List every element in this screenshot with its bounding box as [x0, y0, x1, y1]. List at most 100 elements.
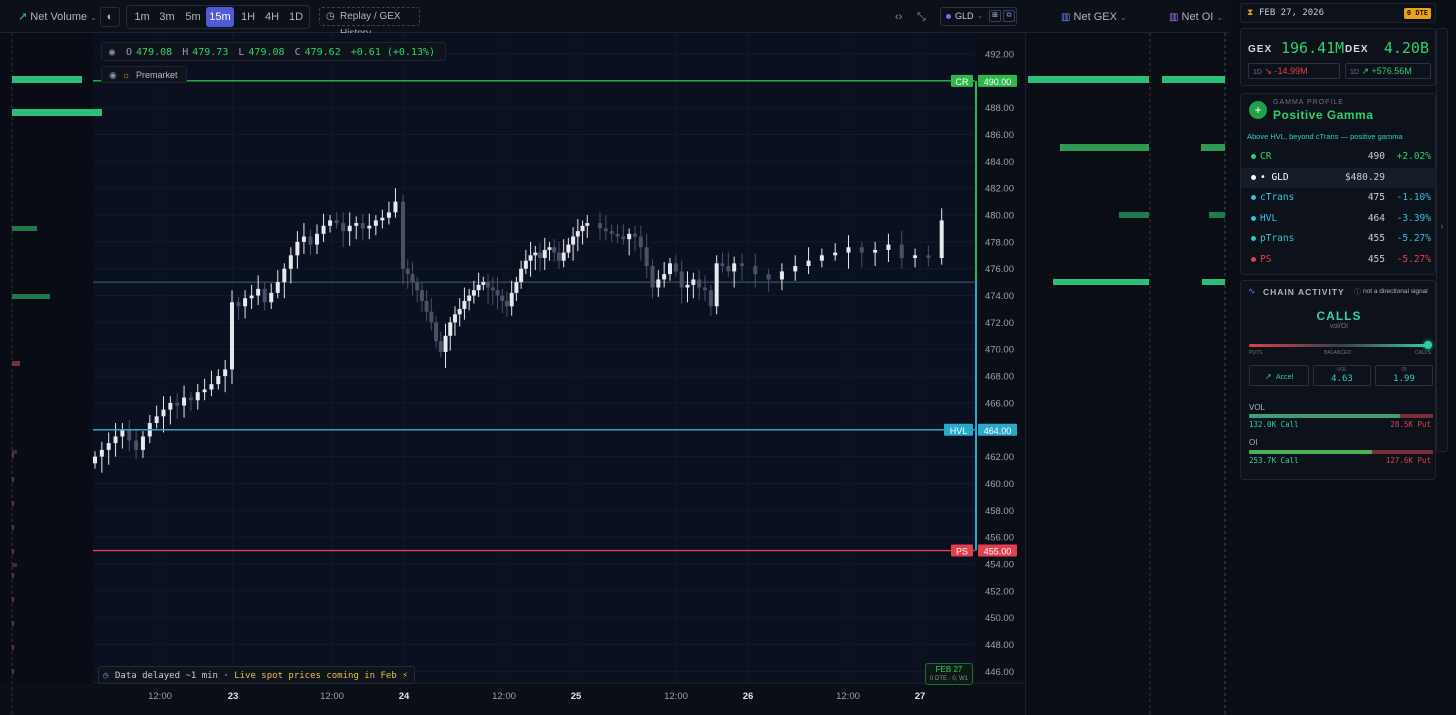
- candle-body: [334, 220, 339, 224]
- slider-puts-label: PUTS: [1249, 350, 1263, 356]
- level-tag-text: CR: [956, 77, 969, 87]
- chevron-down-icon: ⌄: [1119, 13, 1127, 22]
- timeframe-4h[interactable]: 4H: [264, 11, 280, 23]
- candle-body: [779, 271, 784, 280]
- candle-body: [939, 220, 944, 258]
- candle-body: [308, 236, 313, 245]
- candle-body: [609, 231, 614, 234]
- copy-icon[interactable]: ⧉: [1003, 10, 1015, 22]
- left-profile-tick: [12, 549, 14, 554]
- y-tick-label: 484.00: [985, 157, 1014, 168]
- vol-call-value: 132.0K Call: [1249, 420, 1299, 429]
- activity-icon: ∿: [1248, 286, 1256, 296]
- level-row-cr[interactable]: CR 490 +2.02%: [1241, 147, 1437, 167]
- left-profile-tick: [12, 477, 14, 482]
- candle-body: [275, 282, 280, 293]
- timeframe-5m[interactable]: 5m: [185, 11, 201, 23]
- expiry-date-bar: ⧗ FEB 27, 2026 0 DTE: [1240, 3, 1436, 23]
- candle-body: [732, 263, 737, 272]
- candle-body: [627, 233, 632, 240]
- low-value: 479.08: [248, 47, 285, 58]
- top-toolbar: ↗ Net Volume ⌄ ◐ 1m 3m 5m 15m 1H 4H 1D ◷…: [0, 0, 1230, 39]
- candle-body: [519, 268, 524, 283]
- y-tick-label: 476.00: [985, 264, 1014, 275]
- live-prices-text: Live spot prices coming in Feb ⚡: [234, 671, 408, 681]
- level-row-gld[interactable]: • GLD $480.29: [1241, 167, 1437, 188]
- timeframe-1d[interactable]: 1D: [288, 11, 304, 23]
- candle-body: [262, 288, 267, 303]
- candle-body: [347, 225, 352, 232]
- timeframe-3m[interactable]: 3m: [159, 11, 175, 23]
- premarket-label: Premarket: [136, 70, 178, 80]
- panel-collapse-handle[interactable]: ›: [1436, 28, 1448, 452]
- palette-icon-button[interactable]: ◐: [100, 7, 120, 27]
- y-tick-label: 470.00: [985, 345, 1014, 356]
- dex-change-value: +576.56M: [1371, 66, 1412, 76]
- gamma-profile-title: GAMMA PROFILE: [1273, 99, 1344, 106]
- vol-ratio-box: VOL 4.63: [1313, 365, 1371, 386]
- candle-body: [793, 266, 798, 272]
- candle-body: [288, 255, 293, 269]
- gex-profile-bar: [1053, 279, 1149, 285]
- candle-body: [99, 449, 104, 457]
- code-icon[interactable]: ‹›: [895, 11, 903, 23]
- price-chart[interactable]: 492.00 490.00 488.00 486.00 484.00 482.00 480.…: [0, 33, 1025, 715]
- slider-knob: [1424, 341, 1432, 349]
- eye-icon[interactable]: ◉: [109, 47, 116, 58]
- candle-body: [899, 244, 904, 258]
- expiry-date: FEB 27, 2026: [1259, 8, 1325, 18]
- candle-body: [175, 402, 180, 406]
- chart-canvas[interactable]: 492.00 490.00 488.00 486.00 484.00 482.00 480.…: [0, 33, 1025, 715]
- candle-body: [585, 223, 590, 226]
- candle-body: [223, 369, 228, 377]
- layout-icon[interactable]: ⊞: [989, 10, 1001, 22]
- timeframe-1m[interactable]: 1m: [134, 11, 150, 23]
- collapse-icon[interactable]: ⤡: [917, 11, 926, 23]
- net-oi-dropdown[interactable]: ▥ Net OI ⌄: [1169, 7, 1223, 27]
- candle-body: [134, 440, 139, 450]
- candle-body: [452, 314, 457, 323]
- level-row-ctrans[interactable]: cTrans 475 -1.10%: [1241, 188, 1437, 208]
- gex-value: 196.41M: [1281, 39, 1345, 57]
- level-dot-icon: [1251, 154, 1256, 159]
- candle-body: [457, 308, 462, 315]
- chain-note: not a directional signal: [1363, 288, 1428, 295]
- left-profile-tick: [12, 621, 14, 626]
- candle-body: [269, 292, 274, 303]
- accel-box[interactable]: ↗ Accel: [1249, 365, 1309, 386]
- candle-body: [341, 223, 346, 232]
- ticker-selector[interactable]: GLD ⌄ ⊞ ⧉: [940, 7, 1017, 26]
- net-gex-label: Net GEX: [1073, 11, 1117, 23]
- timeframe-15m[interactable]: 15m: [206, 7, 234, 27]
- candle-body: [424, 300, 429, 312]
- candle-body: [328, 220, 333, 226]
- premarket-toggle[interactable]: ◉ ☼ Premarket: [101, 66, 187, 83]
- candle-body: [514, 282, 519, 293]
- oi-row-label: OI: [1249, 438, 1258, 447]
- level-row-ps[interactable]: PS 455 -5.27%: [1241, 250, 1437, 270]
- gex-profile-bars: [1028, 33, 1226, 715]
- net-volume-dropdown[interactable]: ↗ Net Volume ⌄: [18, 7, 97, 27]
- level-tag-text: PS: [956, 547, 968, 557]
- eye-icon[interactable]: ◉: [109, 70, 117, 80]
- candle-body: [490, 287, 495, 291]
- oi-put-value: 127.6K Put: [1385, 456, 1431, 465]
- left-profile-tick: [12, 501, 14, 506]
- candle-body: [633, 233, 637, 237]
- gex-profile-bar: [1209, 212, 1225, 218]
- trend-up-icon: ↗: [1264, 372, 1272, 381]
- info-icon[interactable]: ⓘ: [1354, 289, 1361, 296]
- replay-gex-history-button[interactable]: ◷ Replay / GEX History: [319, 7, 420, 39]
- level-row-ptrans[interactable]: pTrans 455 -5.27%: [1241, 229, 1437, 249]
- candle-body: [873, 249, 878, 253]
- level-dot-icon: [1251, 215, 1256, 221]
- left-profile-tick: [12, 453, 14, 458]
- level-row-hvl[interactable]: HVL 464 -3.39%: [1241, 209, 1437, 229]
- timeframe-1h[interactable]: 1H: [240, 11, 256, 23]
- candle-body: [295, 241, 300, 256]
- vol-put-value: 28.5K Put: [1390, 420, 1431, 429]
- candle-body: [380, 217, 385, 221]
- net-gex-dropdown[interactable]: ▥ Net GEX ⌄: [1061, 7, 1127, 27]
- trend-up-icon: ↗: [1361, 66, 1370, 76]
- gex-profile-bar: [1201, 144, 1225, 151]
